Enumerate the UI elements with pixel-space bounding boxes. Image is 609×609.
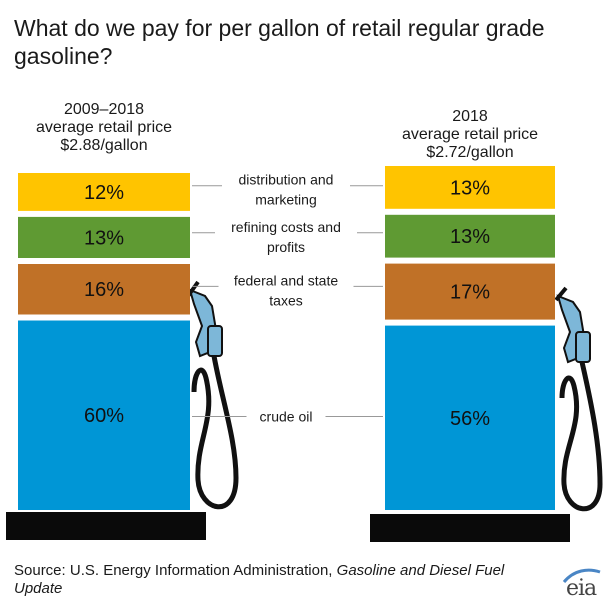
bar-1-refining-costs-and-profits	[385, 214, 555, 258]
value-label-0-3: 60%	[84, 405, 124, 427]
bar-0-federal-and-state-taxes	[18, 264, 190, 315]
right-header-line-3: $2.72/gallon	[426, 144, 514, 161]
value-label-0-1: 13%	[84, 227, 124, 249]
left-pump-header: 2009–2018 average retail price $2.88/gal…	[0, 101, 208, 155]
chart-title: What do we pay for per gallon of retail …	[14, 15, 545, 69]
pump-hoses	[186, 280, 603, 512]
right-header-line-2: average retail price	[401, 126, 539, 143]
value-label-1-0: 13%	[450, 177, 490, 199]
series-label-3-line-0: crude oil	[260, 409, 313, 425]
eia-logo-swoosh-icon	[562, 568, 601, 584]
bar-1-federal-and-state-taxes	[385, 263, 555, 320]
left-header-line-1: 2009–2018	[63, 101, 145, 118]
bar-0-refining-costs-and-profits	[18, 216, 190, 258]
right-pump-nozzle-icon	[554, 286, 591, 364]
series-label-1-line-1: profits	[267, 239, 305, 255]
right-pump-base	[370, 514, 570, 542]
bar-0-distribution-and-marketing	[18, 173, 190, 211]
right-hose	[559, 361, 603, 512]
value-label-1-2: 17%	[450, 282, 490, 304]
series-label-0-line-0: distribution and	[239, 172, 334, 188]
right-header-line-1: 2018	[452, 108, 488, 125]
source-prefix: Source: U.S. Energy Information Administ…	[14, 562, 337, 579]
left-hose	[191, 355, 239, 510]
series-label-1-line-0: refining costs and	[231, 219, 341, 235]
left-header-line-3: $2.88/gallon	[60, 137, 148, 154]
left-pump-base	[6, 512, 206, 540]
left-header-line-2: average retail price	[35, 119, 173, 136]
eia-logo: eia	[566, 576, 597, 601]
value-label-1-3: 56%	[450, 408, 490, 430]
series-label-2-line-1: taxes	[269, 292, 302, 308]
value-label-0-0: 12%	[84, 182, 124, 204]
value-label-1-1: 13%	[450, 226, 490, 248]
source-title: Gasoline and Diesel Fuel Update	[14, 562, 505, 597]
series-label-0-line-1: marketing	[255, 192, 316, 208]
series-label-2-line-0: federal and state	[234, 272, 339, 288]
left-pump-nozzle-icon	[186, 280, 223, 358]
bar-1-crude-oil	[385, 325, 555, 510]
right-pump-header: 2018 average retail price $2.72/gallon	[368, 108, 572, 162]
value-label-0-2: 16%	[84, 279, 124, 301]
bar-1-distribution-and-marketing	[385, 166, 555, 209]
bar-0-crude-oil	[18, 320, 190, 510]
source-note: Source: U.S. Energy Information Administ…	[14, 562, 554, 598]
